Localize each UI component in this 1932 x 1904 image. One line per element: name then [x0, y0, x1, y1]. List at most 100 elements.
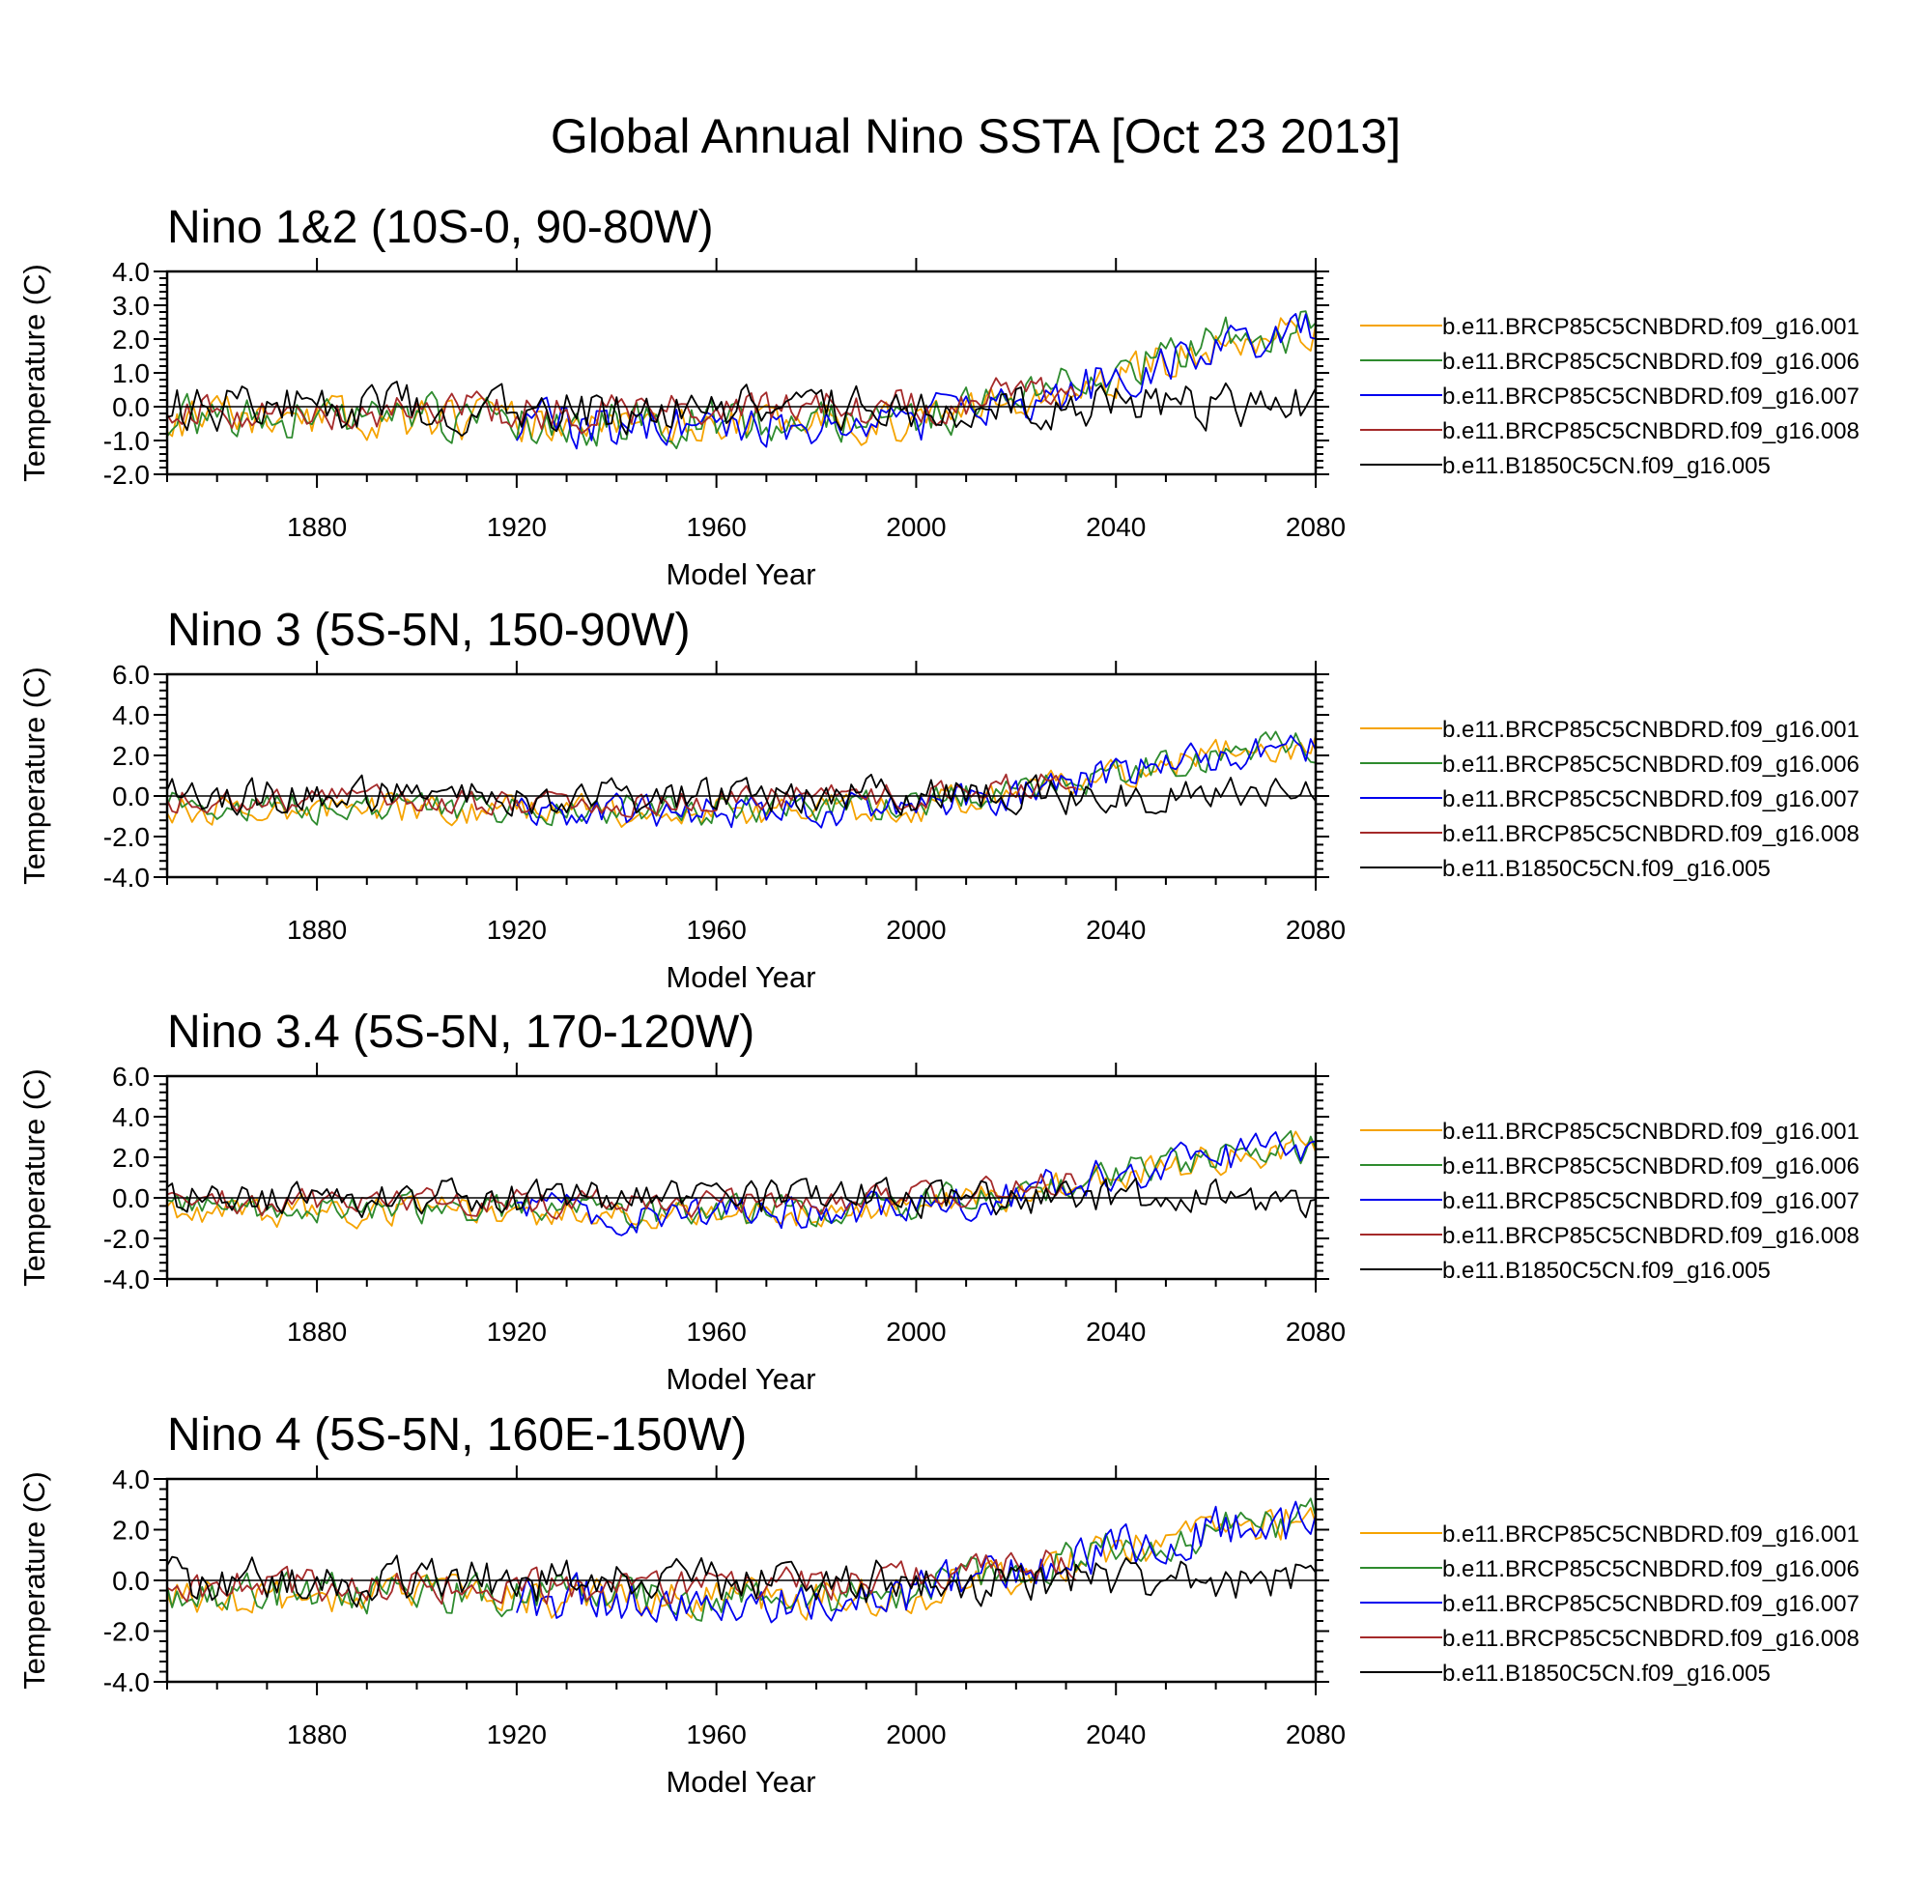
x-tick-label: 1920 [487, 1719, 547, 1749]
series-line-5 [167, 773, 1316, 817]
series-group [167, 310, 1316, 450]
y-tick-label: 4.0 [112, 1464, 150, 1494]
x-tick-label: 2040 [1086, 1317, 1146, 1347]
legend-label: b.e11.BRCP85C5CNBDRD.f09_g16.001 [1442, 1521, 1860, 1548]
plot-frame [165, 672, 1318, 879]
plot-frame [165, 1074, 1318, 1281]
y-axis-label: Temperature (C) [17, 1068, 51, 1287]
panel-4: Nino 4 (5S-5N, 160E-150W) 1880 1920 1960 200… [17, 1409, 1860, 1799]
legend: b.e11.BRCP85C5CNBDRD.f09_g16.001 b.e11.BR… [1360, 1119, 1860, 1284]
x-tick-label: 2040 [1086, 915, 1146, 945]
legend: b.e11.BRCP85C5CNBDRD.f09_g16.001 b.e11.BR… [1360, 314, 1860, 479]
x-tick-label: 2000 [886, 1719, 946, 1749]
panel-title: Nino 4 (5S-5N, 160E-150W) [167, 1409, 747, 1461]
series-line-4 [167, 1173, 1077, 1220]
legend-label: b.e11.BRCP85C5CNBDRD.f09_g16.008 [1442, 1223, 1860, 1249]
x-tick-label: 1920 [487, 1317, 547, 1347]
series-line-3 [516, 1500, 1316, 1624]
legend-label: b.e11.B1850C5CN.f09_g16.005 [1442, 453, 1771, 479]
y-tick-label: -2.0 [103, 460, 150, 490]
legend-label: b.e11.BRCP85C5CNBDRD.f09_g16.007 [1442, 384, 1860, 410]
legend-label: b.e11.BRCP85C5CNBDRD.f09_g16.006 [1442, 1556, 1860, 1582]
series-line-5 [167, 381, 1316, 438]
y-tick-label: 0.0 [112, 1566, 150, 1596]
legend-label: b.e11.BRCP85C5CNBDRD.f09_g16.001 [1442, 717, 1860, 743]
x-axis-label: Model Year [666, 1362, 815, 1396]
y-tick-label: -4.0 [103, 1667, 150, 1697]
y-tick-label: 1.0 [112, 358, 150, 388]
y-tick-label: 6.0 [112, 660, 150, 690]
legend: b.e11.BRCP85C5CNBDRD.f09_g16.001 b.e11.BR… [1360, 717, 1860, 882]
legend-label: b.e11.BRCP85C5CNBDRD.f09_g16.006 [1442, 752, 1860, 778]
legend-label: b.e11.BRCP85C5CNBDRD.f09_g16.007 [1442, 1591, 1860, 1617]
series-line-5 [167, 1554, 1316, 1608]
panels: Nino 1&2 (10S-0, 90-80W) 1880 1920 1960 2000… [17, 202, 1860, 1799]
x-axis-label: Model Year [666, 1765, 815, 1799]
legend-label: b.e11.BRCP85C5CNBDRD.f09_g16.006 [1442, 349, 1860, 375]
y-tick-label: 0.0 [112, 1183, 150, 1213]
y-tick-label: -2.0 [103, 1617, 150, 1647]
y-tick-label: 2.0 [112, 325, 150, 355]
y-tick-label: -1.0 [103, 426, 150, 456]
x-tick-label: 1880 [287, 512, 347, 542]
x-tick-label: 2080 [1286, 1317, 1346, 1347]
series-line-2 [167, 1497, 1316, 1622]
y-tick-label: -4.0 [103, 1265, 150, 1294]
y-tick-label: 2.0 [112, 741, 150, 771]
panel-title: Nino 3 (5S-5N, 150-90W) [167, 605, 691, 656]
y-tick-label: 4.0 [112, 1102, 150, 1132]
x-tick-label: 1880 [287, 1317, 347, 1347]
legend-label: b.e11.B1850C5CN.f09_g16.005 [1442, 856, 1771, 882]
x-tick-label: 1880 [287, 915, 347, 945]
series-group [167, 730, 1316, 829]
x-tick-label: 1960 [687, 1317, 747, 1347]
legend: b.e11.BRCP85C5CNBDRD.f09_g16.001 b.e11.BR… [1360, 1521, 1860, 1687]
x-tick-label: 1920 [487, 915, 547, 945]
series-line-3 [516, 1131, 1316, 1236]
legend-label: b.e11.B1850C5CN.f09_g16.005 [1442, 1661, 1771, 1687]
y-tick-label: 4.0 [112, 257, 150, 287]
legend-label: b.e11.BRCP85C5CNBDRD.f09_g16.008 [1442, 418, 1860, 444]
x-axis-label: Model Year [666, 557, 815, 591]
y-axis-label: Temperature (C) [17, 1471, 51, 1690]
legend-label: b.e11.B1850C5CN.f09_g16.005 [1442, 1258, 1771, 1284]
x-tick-label: 1920 [487, 512, 547, 542]
y-tick-label: 0.0 [112, 781, 150, 811]
y-tick-label: 2.0 [112, 1143, 150, 1173]
x-tick-label: 1960 [687, 1719, 747, 1749]
legend-label: b.e11.BRCP85C5CNBDRD.f09_g16.007 [1442, 786, 1860, 812]
legend-label: b.e11.BRCP85C5CNBDRD.f09_g16.008 [1442, 1626, 1860, 1652]
x-axis-label: Model Year [666, 960, 815, 994]
series-line-1 [167, 1507, 1316, 1621]
main-title: Global Annual Nino SSTA [Oct 23 2013] [551, 109, 1401, 163]
panel-1: Nino 1&2 (10S-0, 90-80W) 1880 1920 1960 2000… [17, 202, 1860, 591]
legend-label: b.e11.BRCP85C5CNBDRD.f09_g16.001 [1442, 1119, 1860, 1145]
legend-label: b.e11.BRCP85C5CNBDRD.f09_g16.007 [1442, 1188, 1860, 1214]
y-tick-label: -4.0 [103, 863, 150, 893]
panel-title: Nino 3.4 (5S-5N, 170-120W) [167, 1007, 754, 1058]
y-axis-label: Temperature (C) [17, 667, 51, 885]
x-tick-label: 2080 [1286, 1719, 1346, 1749]
series-line-5 [167, 1177, 1316, 1219]
legend-label: b.e11.BRCP85C5CNBDRD.f09_g16.008 [1442, 821, 1860, 847]
x-tick-label: 2080 [1286, 512, 1346, 542]
series-group [167, 1129, 1316, 1236]
x-tick-label: 1960 [687, 915, 747, 945]
y-tick-label: 2.0 [112, 1516, 150, 1546]
series-line-3 [516, 734, 1316, 829]
y-tick-label: 0.0 [112, 392, 150, 422]
y-tick-label: -2.0 [103, 1224, 150, 1254]
series-line-2 [167, 310, 1316, 450]
y-axis-label: Temperature (C) [17, 264, 51, 482]
panel-2: Nino 3 (5S-5N, 150-90W) 1880 1920 1960 2000 2… [17, 605, 1860, 994]
legend-label: b.e11.BRCP85C5CNBDRD.f09_g16.006 [1442, 1153, 1860, 1179]
series-line-4 [167, 1549, 1077, 1606]
series-line-2 [167, 730, 1316, 827]
x-tick-label: 2040 [1086, 1719, 1146, 1749]
panel-3: Nino 3.4 (5S-5N, 170-120W) 1880 1920 1960 20… [17, 1007, 1860, 1396]
series-line-3 [516, 312, 1316, 450]
x-tick-label: 2040 [1086, 512, 1146, 542]
x-tick-label: 1880 [287, 1719, 347, 1749]
x-tick-label: 2000 [886, 512, 946, 542]
